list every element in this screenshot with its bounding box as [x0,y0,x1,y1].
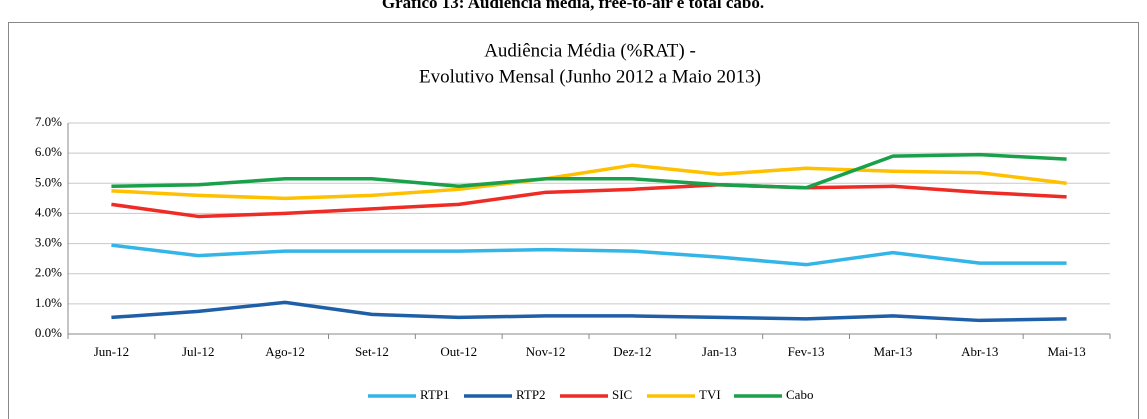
line-series [111,152,1067,190]
y-tick-label: 6.0% [35,144,62,159]
legend-label: RTP2 [516,387,546,402]
x-tick-label: Ago-12 [265,344,305,359]
y-tick-label: 4.0% [35,204,62,219]
line-series [111,243,1067,267]
x-tick-label: Jan-13 [702,344,737,359]
x-tick-label: Mar-13 [874,344,913,359]
chart-frame [8,22,1139,419]
y-tick-label: 3.0% [35,235,62,250]
x-tick-label: Mai-13 [1047,344,1085,359]
y-tick-label: 0.0% [35,325,62,340]
chart-title: Evolutivo Mensal (Junho 2012 a Maio 2013… [419,66,761,87]
x-tick-label: Jul-12 [182,344,215,359]
x-tick-label: Out-12 [440,344,477,359]
y-tick-label: 2.0% [35,265,62,280]
x-tick-label: Fev-13 [788,344,825,359]
line-series [111,163,1067,201]
caption: Gráfico 13: Audiência média, free-to-air… [382,0,764,12]
line-series [111,183,1067,219]
legend-label: RTP1 [420,387,450,402]
chart-title: Audiência Média (%RAT) - [484,40,696,61]
legend-label: TVI [699,387,721,402]
y-tick-label: 1.0% [35,295,62,310]
line-series [111,300,1067,323]
x-tick-label: Dez-12 [613,344,651,359]
x-tick-label: Set-12 [355,344,389,359]
x-tick-label: Jun-12 [94,344,129,359]
legend-label: Cabo [786,387,813,402]
x-tick-label: Nov-12 [526,344,566,359]
y-tick-label: 5.0% [35,174,62,189]
x-tick-label: Abr-13 [961,344,998,359]
y-tick-label: 7.0% [35,114,62,129]
legend-label: SIC [612,387,632,402]
